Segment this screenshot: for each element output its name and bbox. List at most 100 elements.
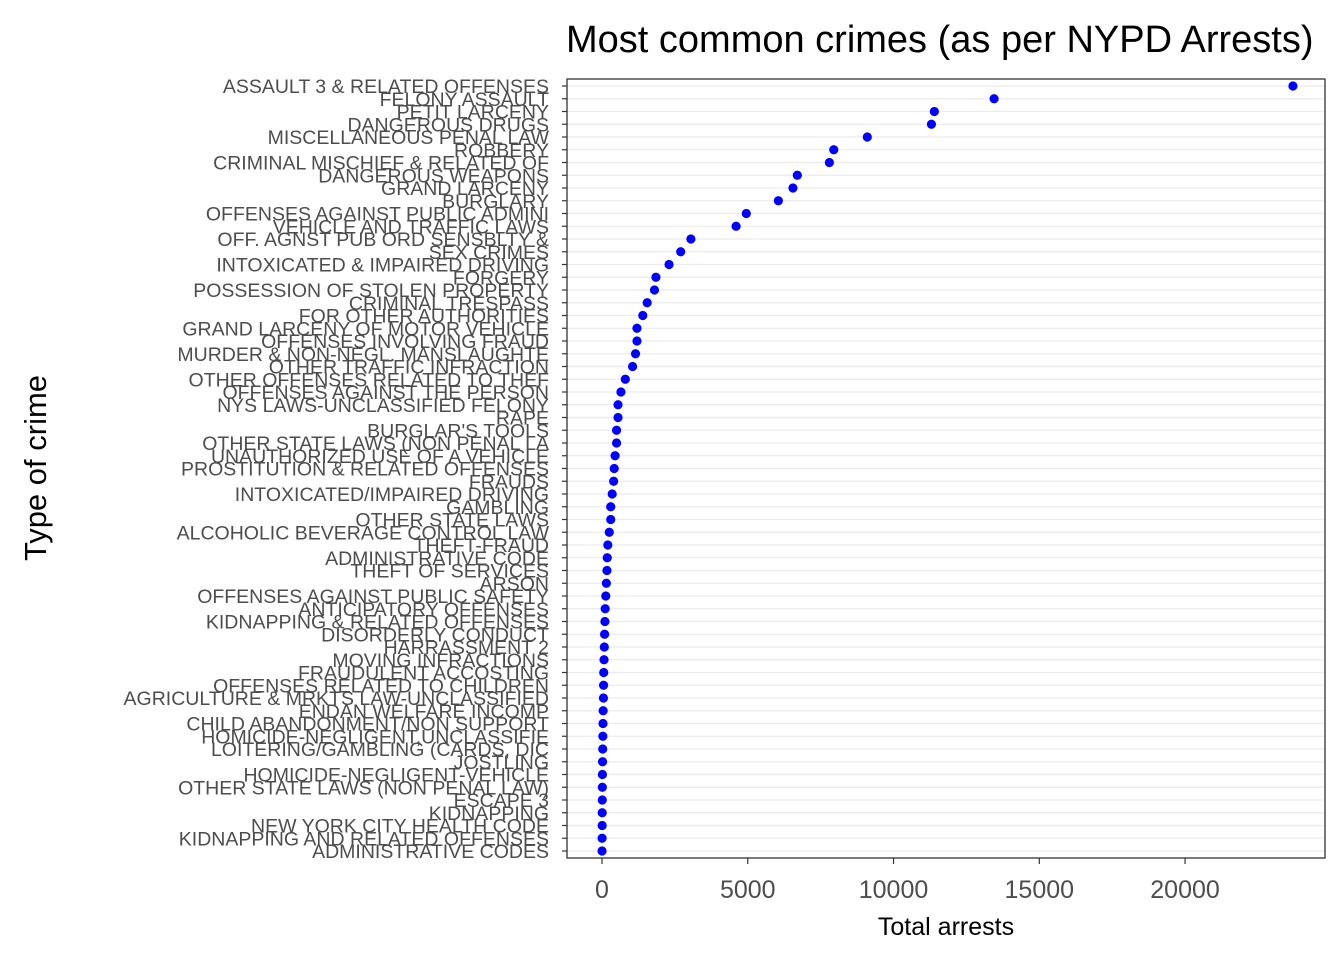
data-point (676, 247, 686, 257)
data-point (632, 323, 642, 333)
y-tick-label: DANGEROUS DRUGS (347, 114, 549, 136)
data-point (598, 731, 608, 741)
data-point (926, 119, 937, 129)
y-axis-title: Type of crime (18, 375, 53, 561)
y-tick-label: AGRICULTURE & MRKTS LAW-UNCLASSIFIED (124, 688, 549, 710)
data-point (862, 132, 872, 142)
data-point (638, 310, 648, 321)
y-tick-label: GAMBLING (446, 497, 549, 519)
y-tick-label: BURGLARY (442, 191, 549, 213)
y-tick-label: OTHER TRAFFIC INFRACTION (269, 357, 549, 379)
data-point (598, 680, 609, 690)
y-tick-label: ALCOHOLIC BEVERAGE CONTROL LAW (177, 522, 550, 544)
data-point (601, 591, 611, 601)
data-point (686, 234, 696, 244)
x-tick-label: 5000 (720, 876, 776, 904)
y-tick-label: OFF. AGNST PUB ORD SENSBLTY & (217, 229, 549, 251)
data-point (597, 782, 607, 792)
x-tick-label: 10000 (859, 876, 929, 904)
y-tick-label: INTOXICATED & IMPAIRED DRIVING (216, 255, 549, 277)
y-tick-label: ADMINISTRATIVE CODES (312, 841, 549, 863)
y-tick-label: FELONY ASSAULT (380, 89, 550, 111)
data-point (609, 463, 619, 474)
y-tick-label: OTHER STATE LAWS (NON PENAL LA (202, 433, 549, 455)
data-point (741, 208, 751, 219)
x-axis-ticks: 0 5000 10000 15000 20000 (595, 858, 1220, 904)
y-tick-label: ENDAN WELFARE INCOMP (299, 701, 549, 723)
data-point (597, 769, 608, 780)
y-tick-label: NYS LAWS-UNCLASSIFIED FELONY (217, 395, 549, 417)
data-point (642, 298, 652, 308)
data-point (792, 170, 802, 180)
y-tick-label: CRIMINAL TRESPASS (349, 293, 549, 315)
data-point (603, 540, 613, 550)
y-tick-label: UNAUTHORIZED USE OF A VEHICLE (211, 446, 549, 468)
data-point (989, 94, 999, 104)
data-point (599, 655, 609, 665)
y-tick-label: OTHER STATE LAWS (NON PENAL LAW) (178, 777, 549, 799)
data-point (597, 820, 607, 831)
x-axis-title: Total arrests (878, 913, 1014, 941)
y-tick-label: RAPE (496, 408, 549, 430)
y-tick-label: THEFT-FRAUD (414, 535, 549, 557)
y-tick-label: FORGERY (453, 267, 549, 289)
y-tick-label: ROBBERY (454, 140, 549, 162)
y-tick-label: MISCELLANEOUS PENAL LAW (268, 127, 550, 149)
y-tick-label: KIDNAPPING (429, 803, 549, 825)
y-tick-label: MURDER & NON-NEGL. MANSLAUGHTE (177, 344, 549, 366)
y-tick-label: NEW YORK CITY HEALTH CODE (251, 816, 549, 838)
y-tick-label: THEFT OF SERVICES (350, 561, 549, 583)
y-tick-label: HOMICIDE-NEGLIGENT-VEHICLE (243, 765, 549, 787)
data-point (598, 744, 608, 754)
data-point (601, 578, 611, 588)
data-point (651, 272, 661, 282)
data-point (788, 183, 798, 193)
y-tick-label: HOMICIDE-NEGLIGENT,UNCLASSIFIE (201, 726, 549, 748)
data-point (597, 846, 607, 856)
y-tick-label: KIDNAPPING AND RELATED OFFENSES (179, 828, 549, 850)
data-point (630, 349, 641, 359)
data-point (664, 259, 674, 270)
y-tick-label: MOVING INFRACTIONS (332, 650, 549, 672)
y-tick-label: FRAUDULENT ACCOSTING (298, 663, 549, 685)
data-point (606, 502, 616, 512)
y-tick-label: OFFENSES RELATED TO CHILDREN (213, 675, 549, 697)
data-point (632, 336, 642, 346)
y-tick-label: ESCAPE 3 (454, 790, 549, 812)
data-point (599, 667, 609, 678)
y-tick-label: CHILD ABANDONMENT/NON SUPPORT (186, 714, 549, 736)
data-point (613, 400, 623, 410)
data-point (609, 476, 619, 486)
data-point (611, 438, 622, 448)
y-tick-label: OFFENSES AGAINST PUBLIC SAFETY (197, 586, 549, 608)
data-point (824, 157, 834, 168)
y-tick-label: FOR OTHER AUTHORITIES (299, 306, 549, 328)
data-point (598, 718, 608, 729)
x-tick-label: 15000 (1005, 876, 1075, 904)
y-tick-label: SEX CRIMES (429, 242, 549, 264)
y-tick-label: GRAND LARCENY OF MOTOR VEHICLE (182, 318, 549, 340)
y-tick-label: OTHER STATE LAWS (355, 510, 549, 532)
y-tick-label: FRAUDS (469, 471, 549, 493)
data-point (627, 361, 638, 372)
y-tick-label: OTHER OFFENSES RELATED TO THEF (189, 369, 550, 391)
chart-title: Most common crimes (as per NYPD Arrests) (566, 19, 1313, 61)
data-point (598, 706, 608, 716)
data-point (731, 221, 741, 231)
data-point (597, 795, 607, 805)
gridlines (567, 85, 1325, 852)
x-tick-label: 0 (595, 876, 609, 904)
y-tick-label: DANGEROUS WEAPONS (318, 165, 549, 187)
y-tick-label: ANTICIPATORY OFFENSES (298, 599, 549, 621)
y-tick-label: GRAND LARCENY (381, 178, 549, 200)
y-tick-label: PROSTITUTION & RELATED OFFENSES (181, 459, 549, 481)
y-tick-label: ASSAULT 3 & RELATED OFFENSES (223, 76, 549, 98)
data-point (607, 489, 617, 499)
y-tick-label: HARRASSMENT 2 (384, 637, 549, 659)
y-tick-label: KIDNAPPING & RELATED OFFENSES (206, 612, 549, 634)
data-point (597, 808, 607, 818)
data-point (611, 425, 622, 435)
y-tick-label: OFFENSES INVOLVING FRAUD (261, 331, 549, 353)
y-tick-label: OFFENSES AGAINST PUBLIC ADMINI (206, 204, 549, 226)
